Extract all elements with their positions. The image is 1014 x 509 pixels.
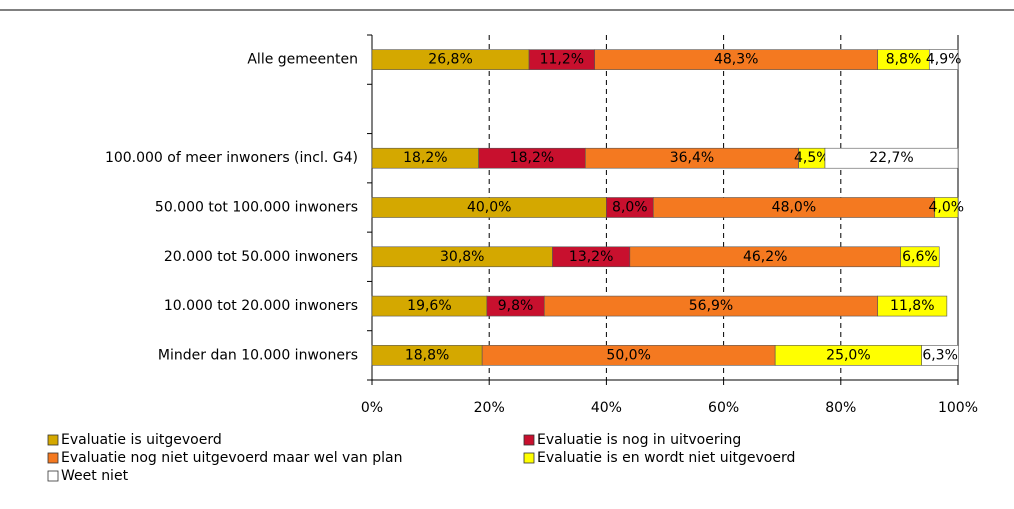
x-tick-label: 100% [938, 400, 978, 416]
bar-segment [928, 49, 959, 70]
data-label: 30,8% [440, 249, 484, 265]
legend-swatch [47, 452, 59, 464]
data-label: 6,3% [922, 347, 958, 363]
data-label: 8,8% [886, 52, 922, 68]
data-label: 56,9% [689, 298, 733, 314]
data-label: 48,0% [772, 200, 816, 216]
data-label: 22,7% [869, 150, 913, 166]
data-label: 13,2% [569, 249, 613, 265]
legend-label: Evaluatie is en wordt niet uitgevoerd [537, 450, 795, 466]
legend-swatch [47, 434, 59, 446]
bar-segment [900, 246, 940, 268]
data-label: 18,8% [405, 347, 449, 363]
y-tick-label: 100.000 of meer inwoners (incl. G4) [105, 150, 358, 166]
x-tick-label: 80% [825, 400, 856, 416]
legend-label: Evaluatie is uitgevoerd [61, 432, 222, 448]
y-tick-label: 20.000 tot 50.000 inwoners [164, 249, 358, 265]
data-label: 9,8% [498, 298, 534, 314]
x-tick-label: 60% [708, 400, 739, 416]
y-tick-label: 50.000 tot 100.000 inwoners [155, 200, 358, 216]
data-label: 6,6% [902, 249, 938, 265]
data-label: 18,2% [510, 150, 554, 166]
data-label: 26,8% [428, 52, 472, 68]
bar-segment [921, 345, 959, 366]
data-label: 36,4% [670, 150, 714, 166]
data-label: 40,0% [467, 200, 511, 216]
data-label: 46,2% [743, 249, 787, 265]
y-tick-label: 10.000 tot 20.000 inwoners [164, 298, 358, 314]
data-label: 25,0% [826, 347, 870, 363]
data-label: 11,8% [890, 298, 934, 314]
x-tick-label: 0% [361, 400, 383, 416]
x-tick-label: 20% [474, 400, 505, 416]
data-label: 11,2% [540, 52, 584, 68]
legend-swatch [523, 434, 535, 446]
x-tick-label: 40% [591, 400, 622, 416]
bar-segment [824, 147, 959, 169]
data-label: 48,3% [714, 52, 758, 68]
legend-label: Evaluatie nog niet uitgevoerd maar wel v… [61, 450, 402, 466]
y-tick-label: Minder dan 10.000 inwoners [158, 347, 358, 363]
bar-segment [934, 197, 959, 218]
data-label: 18,2% [403, 150, 447, 166]
data-label: 8,0% [612, 200, 648, 216]
bar-segment [877, 295, 948, 317]
data-label: 4,9% [926, 52, 962, 68]
legend-swatch [523, 452, 535, 464]
data-label: 4,5% [794, 150, 830, 166]
data-label: 19,6% [407, 298, 451, 314]
legend-label: Evaluatie is nog in uitvoering [537, 432, 741, 448]
data-label: 50,0% [606, 347, 650, 363]
data-label: 4,0% [928, 200, 964, 216]
legend-label: Weet niet [61, 468, 129, 484]
legend-swatch [47, 470, 59, 482]
y-tick-label: Alle gemeenten [247, 52, 358, 68]
